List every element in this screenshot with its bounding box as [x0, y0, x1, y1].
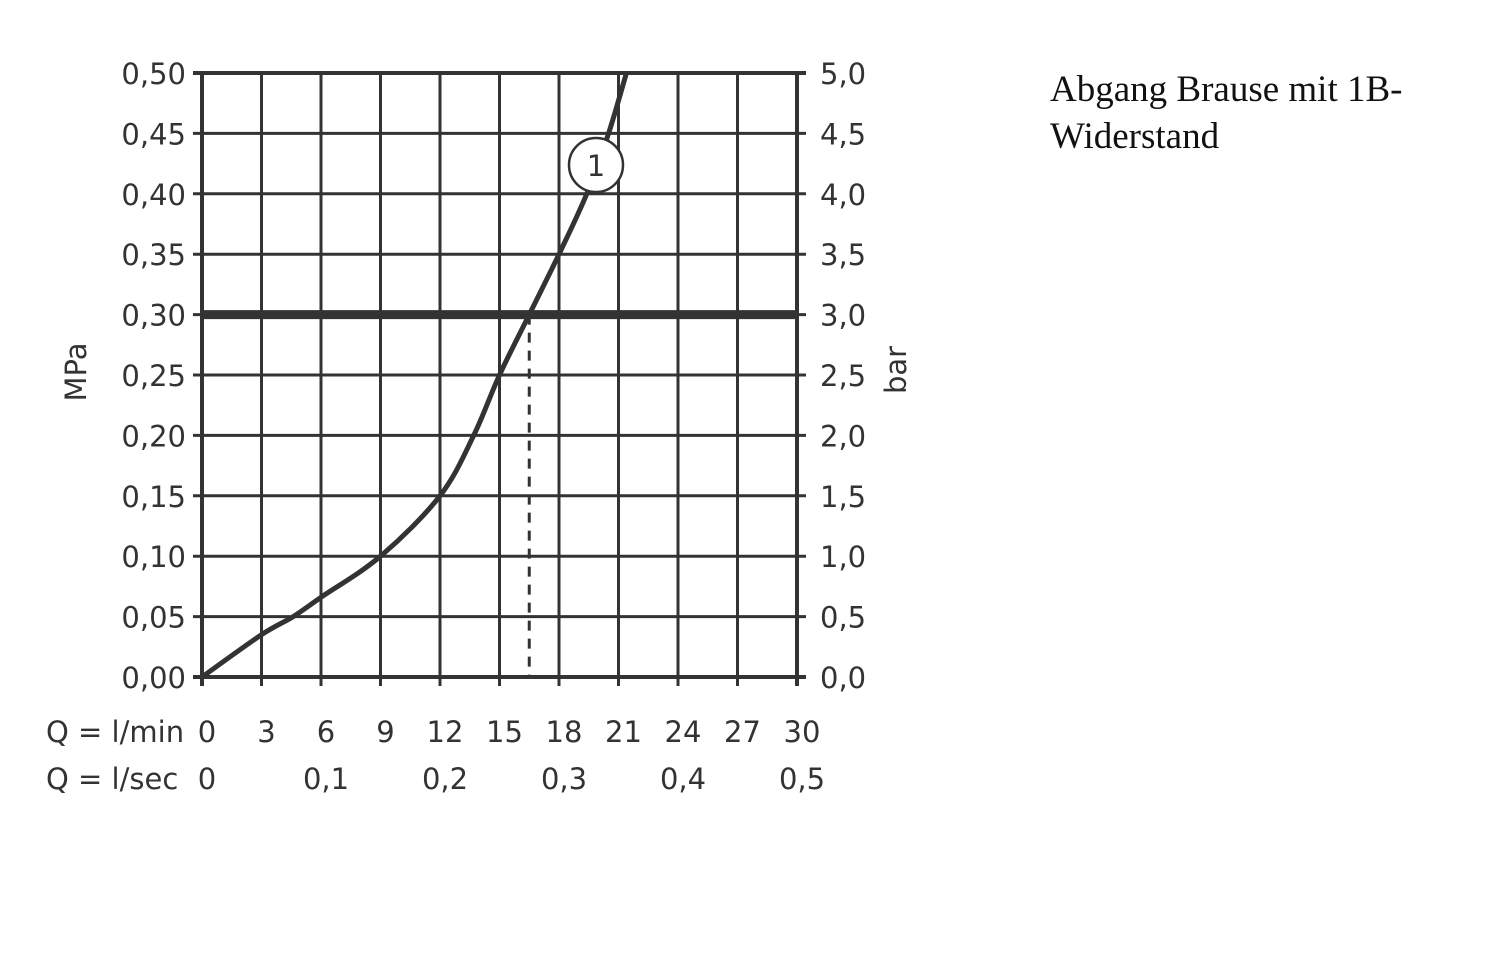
x-tick-label-lmin: 21 — [605, 715, 642, 749]
y-tick-label-right: 0,0 — [820, 661, 866, 695]
x-tick-label-lmin: 15 — [486, 715, 523, 749]
y-axis-label-right: bar — [879, 346, 913, 394]
y-axis-label-left: MPa — [59, 343, 93, 402]
x-axis-label-lsec: Q = l/sec — [46, 762, 178, 796]
y-tick-label-right: 5,0 — [820, 57, 866, 91]
y-tick-label-right: 4,0 — [820, 178, 866, 212]
y-tick-label-right: 1,0 — [820, 540, 866, 574]
series-1-curve — [200, 72, 629, 680]
y-tick-label-left: 0,00 — [121, 661, 186, 695]
y-tick-label-right: 3,5 — [820, 238, 866, 272]
y-tick-label-left: 0,35 — [121, 238, 186, 272]
x-tick-label-lsec: 0,1 — [303, 762, 349, 796]
y-tick-label-left: 0,45 — [121, 117, 186, 151]
x-tick-label-lmin: 30 — [784, 715, 821, 749]
x-tick-label-lmin: 6 — [317, 715, 335, 749]
x-tick-label-lsec: 0,3 — [541, 762, 587, 796]
y-tick-label-left: 0,30 — [121, 299, 186, 333]
tick-labels: 0 3 6 9 12 15 18 21 24 27 30 0 0,1 0,2 0,3 0,4 0,5 0,00 0,… — [121, 57, 866, 796]
x-tick-label-lsec: 0 — [198, 762, 216, 796]
y-tick-label-left: 0,25 — [121, 359, 186, 393]
y-tick-label-left: 0,05 — [121, 601, 186, 635]
x-tick-label-lmin: 27 — [724, 715, 761, 749]
chart-note: Abgang Brause mit 1B-Widerstand — [1050, 69, 1403, 157]
y-tick-label-left: 0,40 — [121, 178, 186, 212]
y-tick-label-right: 3,0 — [820, 299, 866, 333]
series-1-label: 1 — [587, 149, 605, 183]
y-tick-label-right: 0,5 — [820, 601, 866, 635]
y-tick-label-right: 1,5 — [820, 480, 866, 514]
x-tick-label-lmin: 12 — [427, 715, 464, 749]
y-tick-label-left: 0,20 — [121, 419, 186, 453]
y-tick-label-right: 2,5 — [820, 359, 866, 393]
x-tick-label-lmin: 0 — [198, 715, 216, 749]
x-tick-label-lmin: 24 — [665, 715, 702, 749]
x-tick-label-lmin: 9 — [376, 715, 394, 749]
x-tick-label-lsec: 0,2 — [422, 762, 468, 796]
x-tick-label-lmin: 18 — [546, 715, 583, 749]
x-tick-label-lsec: 0,5 — [779, 762, 825, 796]
y-tick-label-left: 0,15 — [121, 480, 186, 514]
x-tick-label-lsec: 0,4 — [660, 762, 706, 796]
y-tick-label-right: 4,5 — [820, 117, 866, 151]
y-tick-label-right: 2,0 — [820, 419, 866, 453]
series-1-marker: 1 — [567, 136, 625, 194]
x-tick-label-lmin: 3 — [257, 715, 275, 749]
y-tick-label-left: 0,50 — [121, 57, 186, 91]
y-tick-label-left: 0,10 — [121, 540, 186, 574]
x-axis-label-lmin: Q = l/min — [46, 715, 184, 749]
